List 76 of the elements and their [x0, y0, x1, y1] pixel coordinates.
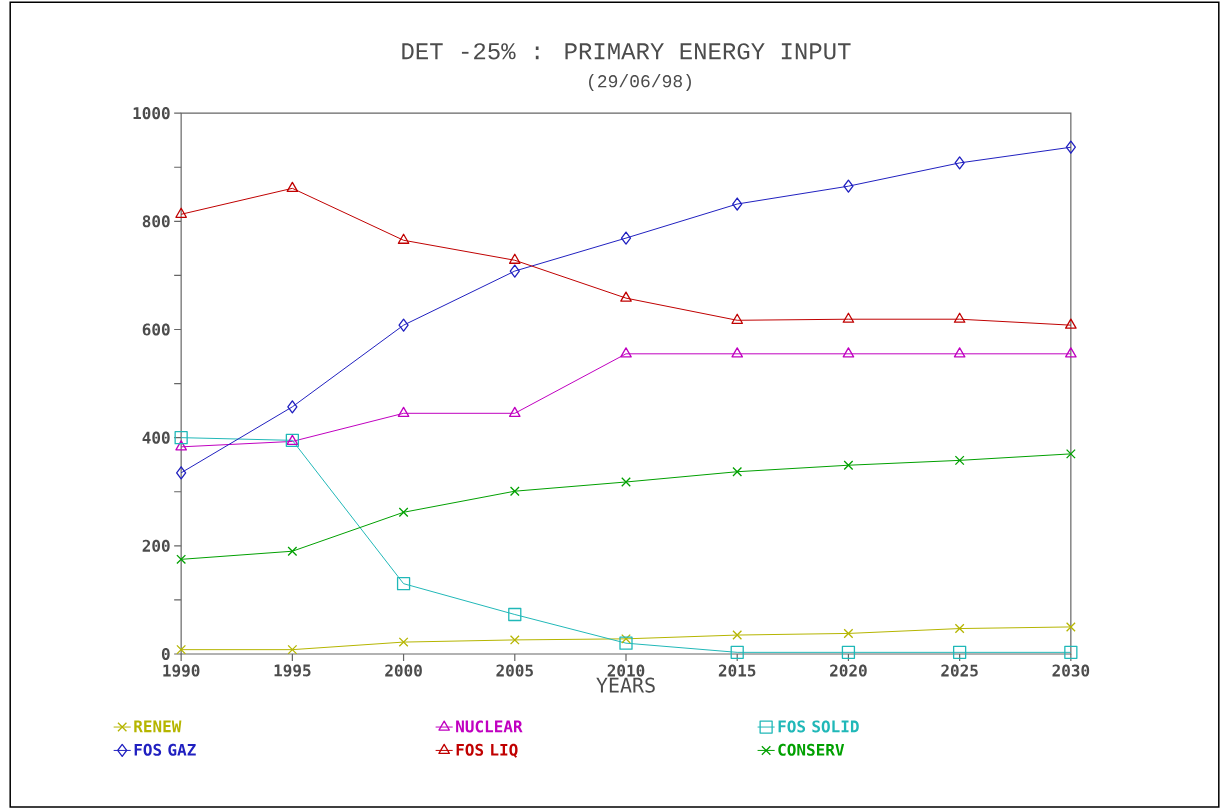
y-tick-label: 400 — [142, 431, 170, 444]
point — [621, 477, 631, 487]
x-axis-title: YEARS — [596, 677, 655, 693]
point — [732, 466, 743, 477]
legend-label: NUCLEAR — [456, 720, 523, 733]
point — [175, 207, 187, 218]
legend-label: RENEW — [134, 720, 182, 733]
point — [174, 430, 188, 445]
point — [397, 406, 410, 417]
point — [286, 181, 299, 192]
point — [176, 554, 187, 565]
y-tick-label: 600 — [142, 323, 170, 336]
point — [287, 644, 298, 655]
point — [954, 455, 965, 466]
point — [398, 507, 409, 518]
point — [508, 253, 521, 264]
legend-label: CONSERV — [778, 743, 845, 756]
point — [1065, 140, 1076, 154]
point — [953, 312, 966, 323]
y-tick-label: 1000 — [133, 107, 170, 120]
point — [1064, 645, 1078, 659]
chart-subtitle: (29/06/98) — [589, 74, 691, 91]
point — [1065, 621, 1076, 632]
point — [398, 318, 409, 332]
point — [619, 636, 633, 650]
point — [843, 179, 854, 193]
point — [175, 440, 187, 451]
point — [287, 400, 298, 414]
y-tick-label: 0 — [161, 647, 170, 660]
point — [287, 546, 298, 557]
legend-label: FOS LIQ — [456, 743, 518, 758]
point — [620, 291, 632, 302]
point — [954, 623, 965, 634]
x-tick-label: 2005 — [496, 664, 533, 677]
point — [620, 231, 632, 245]
point — [176, 466, 187, 480]
point — [508, 607, 522, 622]
point — [842, 347, 855, 358]
point — [953, 347, 966, 358]
point — [731, 313, 744, 324]
point — [843, 460, 854, 471]
point — [952, 645, 967, 659]
point — [842, 312, 855, 323]
point — [509, 634, 520, 645]
x-tick-label: 2010 — [607, 664, 645, 677]
x-tick-label: 1990 — [163, 664, 200, 677]
point — [621, 633, 631, 644]
point — [1065, 318, 1077, 329]
point — [176, 644, 187, 655]
chart-title: DET -25% : PRIMARY ENERGY INPUT — [402, 43, 851, 60]
x-tick-label: 2015 — [718, 664, 756, 677]
y-tick-label: 200 — [142, 539, 170, 552]
legend-label: FOS SOLID — [778, 720, 859, 733]
x-tick-label: 2000 — [385, 664, 422, 677]
point — [1065, 448, 1076, 459]
point — [731, 347, 744, 358]
point — [730, 645, 744, 659]
x-tick-label: 2025 — [941, 664, 978, 677]
point — [841, 645, 856, 659]
y-tick-label: 800 — [142, 215, 170, 228]
point — [843, 628, 854, 639]
point — [509, 486, 520, 497]
point — [396, 576, 411, 591]
point — [954, 156, 965, 170]
point — [1065, 347, 1077, 358]
x-tick-label: 2020 — [830, 664, 867, 677]
point — [398, 637, 409, 647]
point — [620, 347, 632, 358]
x-tick-label: 2030 — [1052, 664, 1090, 677]
point — [508, 406, 521, 417]
x-tick-label: 1995 — [274, 664, 311, 677]
legend-label: FOS GAZ — [134, 743, 196, 756]
point — [509, 264, 520, 278]
point — [732, 630, 743, 640]
point — [732, 197, 743, 211]
point — [397, 233, 410, 244]
